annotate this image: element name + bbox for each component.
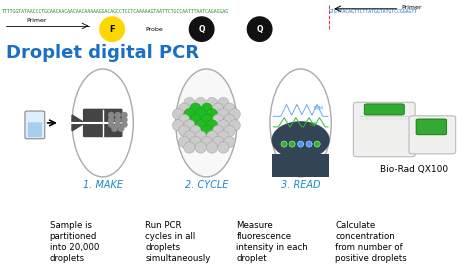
Ellipse shape (212, 114, 224, 125)
Ellipse shape (195, 142, 206, 153)
Ellipse shape (229, 120, 240, 131)
FancyBboxPatch shape (409, 116, 456, 154)
Ellipse shape (195, 97, 206, 109)
Ellipse shape (176, 69, 237, 177)
Ellipse shape (115, 121, 121, 128)
Ellipse shape (173, 120, 184, 131)
Ellipse shape (201, 125, 212, 136)
Ellipse shape (72, 69, 133, 177)
Text: GTGTTACAGTTCTTATGGTATGTCCGGAGTT: GTGTTACAGTTCTTATGGTATGTCCGGAGTT (329, 9, 418, 14)
Text: 1. MAKE: 1. MAKE (82, 180, 123, 190)
Ellipse shape (206, 120, 218, 131)
Ellipse shape (306, 141, 312, 147)
Ellipse shape (201, 103, 212, 114)
Ellipse shape (184, 120, 195, 131)
Ellipse shape (224, 114, 235, 125)
Ellipse shape (224, 125, 235, 136)
Ellipse shape (195, 109, 206, 120)
Ellipse shape (111, 126, 118, 132)
FancyBboxPatch shape (364, 104, 404, 115)
Ellipse shape (173, 109, 184, 120)
Polygon shape (72, 115, 85, 131)
Text: Primer: Primer (27, 18, 47, 23)
Text: Probe: Probe (146, 27, 164, 32)
Ellipse shape (229, 109, 240, 120)
Ellipse shape (190, 114, 201, 125)
FancyBboxPatch shape (28, 122, 42, 137)
Ellipse shape (115, 112, 121, 118)
Ellipse shape (184, 142, 195, 153)
Ellipse shape (281, 141, 287, 147)
Ellipse shape (224, 103, 235, 114)
Ellipse shape (190, 136, 201, 148)
Ellipse shape (195, 120, 206, 131)
Ellipse shape (108, 117, 114, 123)
Text: Calculate
concentration
from number of
positive droplets: Calculate concentration from number of p… (336, 221, 407, 263)
Ellipse shape (298, 141, 304, 147)
Ellipse shape (195, 131, 206, 142)
Text: Sample is
partitioned
into 20,000
droplets: Sample is partitioned into 20,000 drople… (50, 221, 99, 263)
Ellipse shape (190, 125, 201, 136)
Text: 2. CYCLE: 2. CYCLE (185, 180, 228, 190)
Ellipse shape (314, 141, 320, 147)
Text: F: F (109, 25, 115, 34)
Ellipse shape (218, 109, 229, 120)
Ellipse shape (121, 117, 128, 123)
Ellipse shape (179, 136, 190, 148)
Text: Primer: Primer (401, 5, 421, 10)
Ellipse shape (121, 121, 128, 128)
FancyBboxPatch shape (416, 119, 447, 135)
FancyBboxPatch shape (83, 109, 122, 137)
Text: Q: Q (256, 25, 263, 34)
Ellipse shape (206, 142, 218, 153)
Ellipse shape (218, 97, 229, 109)
Ellipse shape (190, 17, 214, 41)
FancyBboxPatch shape (354, 102, 415, 157)
Text: 3. READ: 3. READ (281, 180, 320, 190)
Ellipse shape (206, 131, 218, 142)
Ellipse shape (212, 125, 224, 136)
Ellipse shape (218, 142, 229, 153)
Ellipse shape (118, 126, 124, 132)
Ellipse shape (190, 103, 201, 114)
Ellipse shape (100, 17, 124, 41)
Ellipse shape (201, 114, 212, 125)
FancyBboxPatch shape (273, 154, 329, 177)
Text: Bio-Rad QX100: Bio-Rad QX100 (380, 165, 448, 174)
Ellipse shape (184, 97, 195, 109)
Ellipse shape (201, 136, 212, 148)
Ellipse shape (179, 125, 190, 136)
Ellipse shape (179, 114, 190, 125)
FancyBboxPatch shape (25, 111, 45, 139)
Text: Measure
fluorescence
intensity in each
droplet: Measure fluorescence intensity in each d… (237, 221, 308, 263)
Ellipse shape (184, 131, 195, 142)
Ellipse shape (108, 112, 114, 118)
Ellipse shape (224, 136, 235, 148)
Text: Droplet digital PCR: Droplet digital PCR (6, 44, 199, 62)
Ellipse shape (184, 109, 195, 120)
Ellipse shape (218, 120, 229, 131)
Text: Run PCR
cycles in all
droplets
simultaneously: Run PCR cycles in all droplets simultane… (146, 221, 211, 263)
Ellipse shape (272, 121, 330, 159)
Ellipse shape (115, 117, 121, 123)
Ellipse shape (206, 109, 218, 120)
Ellipse shape (247, 17, 272, 41)
Ellipse shape (212, 103, 224, 114)
Ellipse shape (212, 136, 224, 148)
Ellipse shape (179, 103, 190, 114)
Text: Q: Q (199, 25, 205, 34)
Text: FAM: FAM (313, 106, 323, 111)
Text: TTTTGGTATAACCCTGCAACAACAACAACAAAAAGGACAGCCTCCTCAAAAAGTAATTCTGCCAATTTAATCAGAGGAG: TTTTGGTATAACCCTGCAACAACAACAACAAAAAGGACAG… (1, 9, 228, 14)
Ellipse shape (121, 112, 128, 118)
Ellipse shape (218, 131, 229, 142)
Ellipse shape (108, 121, 114, 128)
Ellipse shape (270, 69, 331, 177)
Text: VIC: VIC (309, 122, 318, 127)
Ellipse shape (289, 141, 295, 147)
Ellipse shape (206, 97, 218, 109)
